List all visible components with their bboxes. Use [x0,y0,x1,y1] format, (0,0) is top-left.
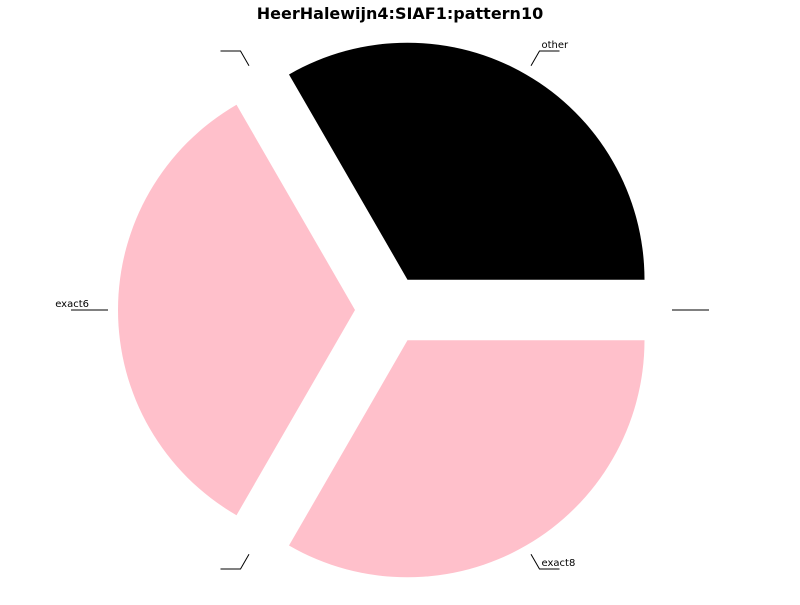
slice-label-exact8: exact8 [542,558,576,569]
pie-slice-other [289,42,645,280]
leader-line-other [530,50,560,67]
pie-slice-exact6 [118,104,355,516]
slice-label-exact6: exact6 [55,299,89,310]
slice-label-other: other [542,40,570,51]
leader-line-exact8 [530,553,560,570]
chart-title: HeerHalewijn4:SIAF1:pattern10 [256,4,544,23]
leader-line-empty-3 [220,553,250,570]
pie-slice-exact8 [289,340,645,578]
leader-line-empty-1 [220,50,250,67]
